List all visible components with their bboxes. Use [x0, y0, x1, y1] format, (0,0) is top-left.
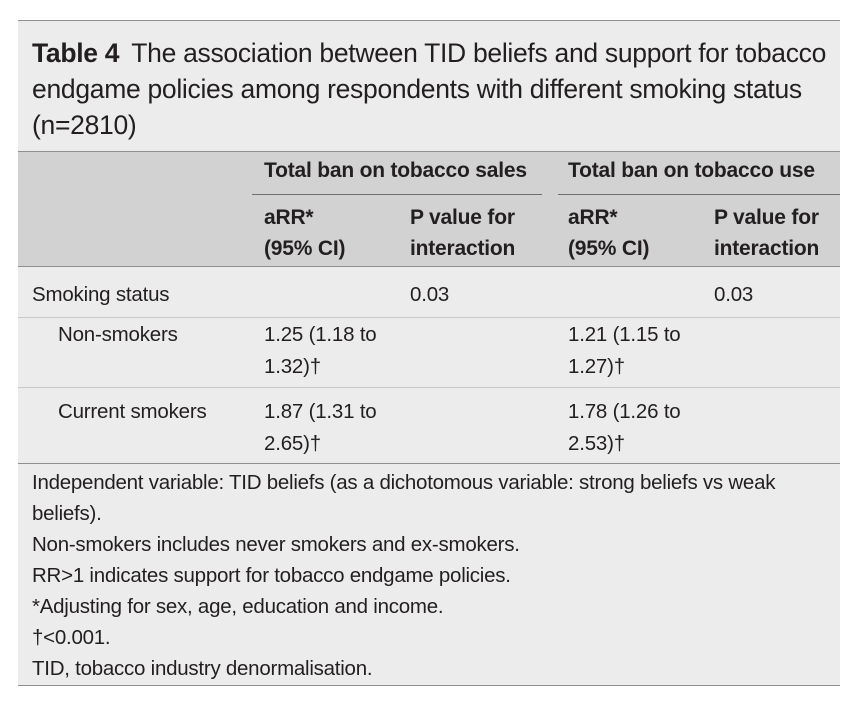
table-title: The association between TID beliefs and …	[32, 38, 827, 140]
header-p-use: P value for interaction	[714, 206, 820, 260]
footnote: †<0.001.	[32, 626, 111, 649]
cell-p-sales: 0.03	[410, 283, 450, 306]
cell-arr-use: 1.21 (1.15 to 1.27)†	[568, 323, 681, 378]
header-arr-sales: aRR* (95% CI)	[264, 206, 346, 260]
header-total-ban-use: Total ban on tobacco use	[568, 159, 815, 182]
row-divider	[18, 317, 840, 318]
footnote: Independent variable: TID beliefs (as a …	[32, 471, 776, 525]
table-number: Table 4	[32, 38, 120, 68]
footnote: Non-smokers includes never smokers and e…	[32, 533, 520, 556]
header-rule-use	[558, 194, 840, 195]
header-arr-use: aRR* (95% CI)	[568, 206, 650, 260]
table-footnotes: Independent variable: TID beliefs (as a …	[32, 467, 832, 684]
header-rule-sales	[252, 194, 542, 195]
cell-arr-use: 1.78 (1.26 to 2.53)†	[568, 400, 681, 455]
header-p-sales: P value for interaction	[410, 206, 516, 260]
results-table: Table 4 The association between TID belie…	[18, 20, 840, 686]
footnote: TID, tobacco industry denormalisation.	[32, 657, 373, 680]
cell-arr-sales: 1.25 (1.18 to 1.32)†	[264, 323, 377, 378]
header-total-ban-sales: Total ban on tobacco sales	[264, 159, 527, 182]
cell-p-use: 0.03	[714, 283, 754, 306]
footnote: *Adjusting for sex, age, education and i…	[32, 595, 444, 618]
footnote: RR>1 indicates support for tobacco endga…	[32, 564, 511, 587]
cell-arr-sales: 1.87 (1.31 to 2.65)†	[264, 400, 377, 455]
row-label-current-smokers: Current smokers	[58, 400, 207, 423]
table-bottom-rule	[18, 463, 840, 464]
row-label-non-smokers: Non-smokers	[58, 323, 178, 346]
row-divider	[18, 387, 840, 388]
table-caption: Table 4 The association between TID belie…	[32, 35, 832, 143]
row-label-smoking-status: Smoking status	[32, 283, 170, 306]
table-header	[18, 151, 840, 267]
